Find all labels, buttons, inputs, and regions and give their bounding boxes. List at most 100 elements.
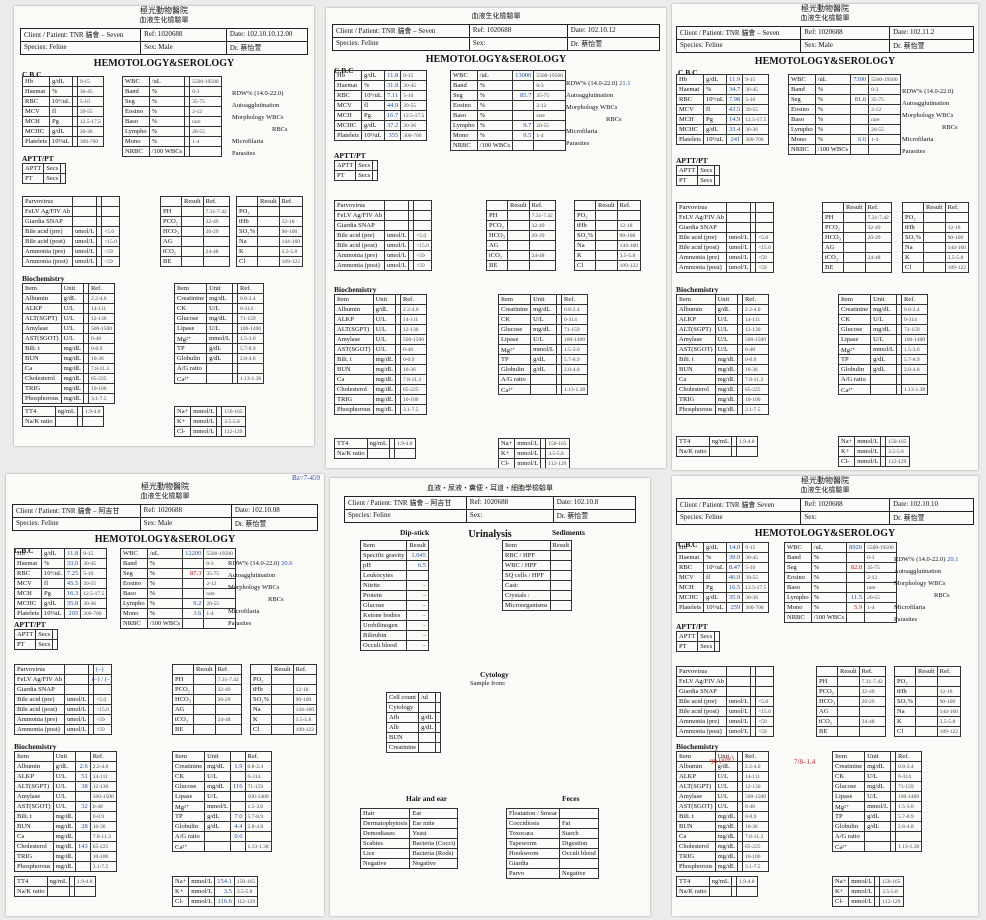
row-label: APTT <box>13 629 37 640</box>
species-field: Species: Feline <box>677 512 802 524</box>
row-label: Giardia <box>505 858 561 869</box>
row-reference <box>278 206 303 217</box>
row-label: PH <box>822 212 844 223</box>
row-label: Ammonia (post) <box>675 262 728 273</box>
row-value <box>181 236 204 247</box>
row-reference: 500-1500 <box>741 334 770 345</box>
row-label: Cholesterol <box>676 841 716 852</box>
row-value: 241 <box>725 134 744 145</box>
row-label: Phosphorous <box>334 404 374 415</box>
table-row: TRIG mg/dL 10-100 <box>334 394 428 405</box>
row-unit: U/L <box>372 344 396 355</box>
column-header: Ref. <box>741 751 770 762</box>
table-row: BUN mg/dL 28 16-36 <box>14 821 117 832</box>
table-row: Cholesterol mg/dL 65-225 <box>22 373 116 384</box>
aptt-table: APTT Secs PT Secs <box>333 160 379 181</box>
row-unit: U/L <box>204 771 232 782</box>
row-unit: % <box>146 568 184 579</box>
row-reference <box>858 726 886 737</box>
row-reference: 500-1500 <box>87 323 116 334</box>
row-label: tHb <box>902 222 924 233</box>
row-label: TT4 <box>22 406 56 417</box>
row-label: PT <box>13 639 37 650</box>
row-reference: 90-100 <box>616 230 641 241</box>
row-reference: 100-1400 <box>901 334 929 345</box>
row-value <box>257 246 280 257</box>
row-label: Giardia SNAP <box>21 216 74 227</box>
row-label: A/G ratio <box>837 374 872 385</box>
row-reference: <59 <box>413 250 432 261</box>
row-reference <box>101 206 120 217</box>
row-reference: 20-55 <box>189 126 222 137</box>
column-header <box>236 196 258 207</box>
row-unit: mmol/L <box>854 456 882 467</box>
row-unit: % <box>814 84 852 95</box>
row-label: Seg <box>788 94 816 105</box>
row-unit: /uL <box>476 70 514 81</box>
row-reference: 0-48 <box>89 801 117 812</box>
table-row: WBC / HPF <box>502 560 573 571</box>
row-value <box>507 240 530 251</box>
row-reference: 12.5-17.5 <box>400 110 428 121</box>
row-unit: Secs <box>697 165 716 176</box>
row-reference: 3.5-5.8 <box>616 250 641 261</box>
table-row: Phosphorous mg/dL 3.1-7.5 <box>22 393 116 404</box>
row-label: RBC <box>13 568 43 579</box>
table-row: Mg²⁺ mmol/L 1.5-3.0 <box>173 333 265 344</box>
row-value <box>372 170 379 181</box>
row-label: RBC <box>675 94 705 105</box>
table-row: Haemat% 34.7 30-45 <box>675 84 770 95</box>
table-row: Bile acid (pre) umol/L <5.0 <box>13 694 112 705</box>
row-reference: 3.5-5.8 <box>885 446 910 457</box>
row-reference: <5.0 <box>755 232 774 243</box>
column-header <box>822 202 844 213</box>
row-value <box>595 210 618 221</box>
row-label: Na <box>236 236 258 247</box>
row-reference: 71-159 <box>244 781 272 792</box>
row-label: K <box>902 252 924 263</box>
row-label: Ammonia (pre) <box>675 716 728 727</box>
row-unit: g/dL <box>361 120 385 131</box>
table-row: Glucose mg/dL 71-159 <box>497 324 589 335</box>
row-unit: mmol/L <box>854 436 882 447</box>
row-value <box>750 726 757 737</box>
table-row: PCO₂ 32-49 <box>822 222 892 233</box>
row-label: NRBC <box>120 618 148 629</box>
row-reference: 0-48 <box>741 801 770 812</box>
column-header <box>230 751 246 762</box>
row-value <box>837 686 860 697</box>
biochem-table-2: Item Unit Ref. Creatinine mg/dL 1.9 0.8-2.4 CK U… <box>171 751 272 852</box>
row-label: tCO₂ <box>816 716 838 727</box>
row-label: K+ <box>171 886 190 897</box>
table-row: Cholesterol mg/dL 65-225 <box>334 384 428 395</box>
row-reference: 1.13-1.38 <box>244 841 272 852</box>
row-value <box>74 791 91 802</box>
row-reference: 12-130 <box>89 781 117 792</box>
aptt-table: APTT Secs PT Secs <box>675 165 721 186</box>
row-label: Cell count <box>385 692 420 703</box>
ref-field: Ref: 1020688 <box>801 27 891 40</box>
bloodgas2-table: Result Ref. PO₂ tHb 12-18 SO₂% 90-100 Na 144-160… <box>250 664 317 735</box>
row-label: Glucose <box>497 324 532 335</box>
row-unit: 10³/uL <box>49 136 73 147</box>
row-reference <box>755 666 774 677</box>
row-value <box>837 676 860 687</box>
aptt-label: APTT/PT <box>676 622 708 631</box>
table-row: Hb g/dL 14.0 9-15 <box>675 542 770 553</box>
table-row: Ammonia (post) umol/L <59 <box>333 260 432 271</box>
row-label: Amylase <box>22 323 62 334</box>
row-label: Cl <box>902 262 924 273</box>
row-unit: mg/dL <box>206 293 234 304</box>
row-value <box>915 676 938 687</box>
row-reference <box>203 618 236 629</box>
row-label: Amylase <box>14 791 54 802</box>
row-label: Floatation / Smear <box>505 808 561 819</box>
row-reference: 112-129 <box>221 426 246 437</box>
row-label: Cl <box>236 256 258 267</box>
table-row: Baso% rare <box>788 114 901 125</box>
microfilaria-label: Microfilaria <box>232 138 264 145</box>
row-label: WBC <box>784 542 812 553</box>
row-reference: 39-55 <box>76 106 104 117</box>
row-reference: 500-1500 <box>399 334 428 345</box>
row-unit: /uL <box>146 548 184 559</box>
